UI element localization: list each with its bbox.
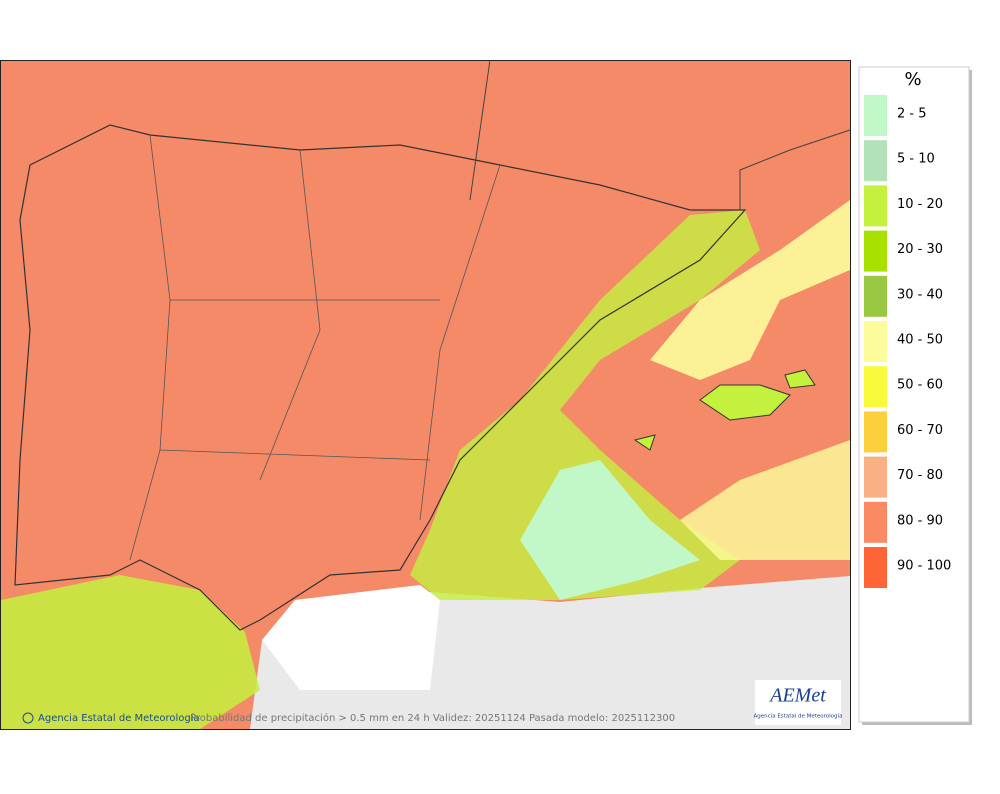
legend-label: 20 - 30	[897, 242, 943, 257]
legend-label: 30 - 40	[897, 287, 943, 302]
legend-label: 40 - 50	[897, 333, 943, 348]
credit: Agencia Estatal de Meteorología	[38, 712, 200, 724]
precip-zone	[410, 210, 760, 600]
precip-zone	[650, 200, 850, 380]
map: Agencia Estatal de Meteorología Probabil…	[0, 59, 851, 730]
legend-title: %	[904, 69, 921, 90]
coastline	[14, 124, 747, 631]
legend-swatch	[864, 140, 887, 182]
legend-swatch	[864, 411, 887, 453]
caption: Probabilidad de precipitación > 0.5 mm e…	[190, 712, 675, 724]
legend-swatch	[864, 456, 887, 498]
legend-swatch	[864, 321, 887, 362]
legend-swatch	[864, 95, 887, 136]
legend-label: 2 - 5	[897, 107, 927, 122]
islands	[633, 369, 816, 451]
copyright-icon	[22, 712, 34, 724]
legend: % 2 - 5 5 - 10 10 - 20 20 - 30 30 - 40 40 - 5…	[858, 66, 972, 725]
precip-zone	[680, 440, 850, 560]
borders	[129, 134, 501, 561]
legend-swatch	[864, 501, 887, 543]
legend-label: 60 - 70	[897, 423, 943, 438]
legend-swatch	[864, 185, 887, 227]
legend-label: 80 - 90	[897, 513, 943, 528]
legend-swatch	[864, 547, 887, 588]
legend-swatch	[864, 366, 887, 408]
legend-label: 5 - 10	[897, 152, 935, 167]
legend-swatch	[864, 275, 887, 317]
logo: AEMet	[768, 685, 826, 707]
legend-label: 50 - 60	[897, 378, 943, 393]
precip-zone	[520, 460, 700, 600]
logo-box	[755, 680, 841, 725]
dry-zone	[262, 585, 440, 690]
legend-label: 70 - 80	[897, 468, 943, 483]
legend-label: 10 - 20	[897, 197, 943, 212]
borders	[469, 59, 851, 210]
logo-subtitle: Agencia Estatal de Meteorología	[754, 713, 843, 720]
precip-zone	[1, 575, 260, 729]
legend-swatch	[864, 230, 887, 272]
legend-label: 90 - 100	[897, 559, 951, 574]
